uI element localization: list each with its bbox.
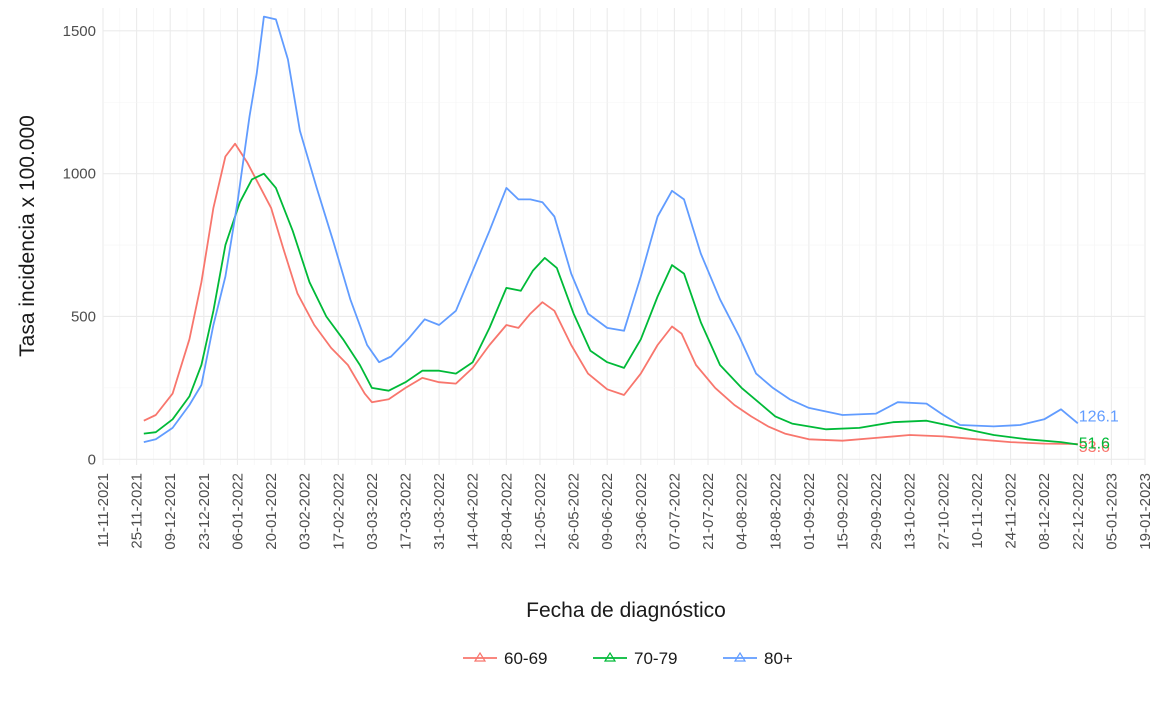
x-tick-label: 03-03-2022 [364,473,381,550]
x-tick-label: 10-11-2022 [969,473,986,549]
x-axis-title: Fecha de diagnóstico [526,599,726,622]
legend-label-60-69: 60-69 [504,649,547,668]
x-tick-label: 24-11-2022 [1003,473,1020,549]
end-label-80+: 126.1 [1079,408,1119,425]
x-tick-label: 09-06-2022 [599,473,616,550]
x-tick-label: 20-01-2022 [263,473,280,550]
x-tick-label: 11-11-2021 [95,473,112,548]
y-tick-label: 500 [71,308,96,325]
y-axis-tick-labels: 0 500 1000 1500 [63,23,96,468]
end-label-60-69: 53.6 [1079,439,1110,456]
x-tick-label: 15-09-2022 [834,473,851,550]
end-label-70-79: 51.6 [1079,436,1110,453]
x-tick-label: 12-05-2022 [532,473,549,550]
x-tick-label: 19-01-2023 [1137,473,1154,550]
x-tick-label: 06-01-2022 [229,473,246,550]
x-tick-label: 27-10-2022 [935,473,952,550]
y-tick-label: 1500 [63,23,96,40]
y-tick-label: 1000 [63,166,96,183]
x-tick-label: 23-06-2022 [633,473,650,550]
x-tick-label: 07-07-2022 [666,473,683,550]
x-axis-tick-labels: 11-11-2021 25-11-2021 09-12-2021 23-12-2021… [95,473,1154,550]
series-line-70-79 [143,172,1078,446]
x-tick-label: 03-02-2022 [297,473,314,550]
legend: 60-69 70-79 80+ [463,649,793,668]
legend-label-70-79: 70-79 [634,649,677,668]
legend-key-marker-80+ [733,651,747,662]
legend-key-marker-70-79 [603,651,617,662]
grid-lines [102,8,1146,465]
x-tick-label: 01-09-2022 [801,473,818,550]
x-tick-label: 08-12-2022 [1036,473,1053,550]
legend-label-80+: 80+ [764,649,793,668]
series-line-80+ [143,15,1079,443]
x-tick-label: 25-11-2021 [129,473,146,549]
y-axis-title: Tasa incidencia x 100.000 [16,115,39,357]
x-tick-label: 04-08-2022 [734,473,751,550]
x-tick-label: 21-07-2022 [700,473,717,550]
x-tick-label: 23-12-2021 [196,473,213,550]
x-tick-label: 05-01-2023 [1103,473,1120,550]
x-tick-label: 17-02-2022 [330,473,347,550]
series-end-labels: 53.651.6 126.1 [1079,408,1119,456]
x-tick-label: 22-12-2022 [1070,473,1087,550]
y-tick-label: 0 [88,451,96,468]
x-tick-label: 29-09-2022 [868,473,885,550]
x-tick-label: 26-05-2022 [566,473,583,550]
series-lines [143,15,1079,446]
x-tick-label: 17-03-2022 [398,473,415,550]
x-tick-label: 14-04-2022 [465,473,482,550]
x-tick-label: 13-10-2022 [902,473,919,550]
x-tick-label: 28-04-2022 [498,473,515,550]
x-tick-label: 18-08-2022 [767,473,784,550]
x-tick-label: 31-03-2022 [431,473,448,550]
legend-key-marker-60-69 [473,651,487,662]
x-tick-label: 09-12-2021 [162,473,179,550]
series-line-60-69 [143,142,1078,445]
